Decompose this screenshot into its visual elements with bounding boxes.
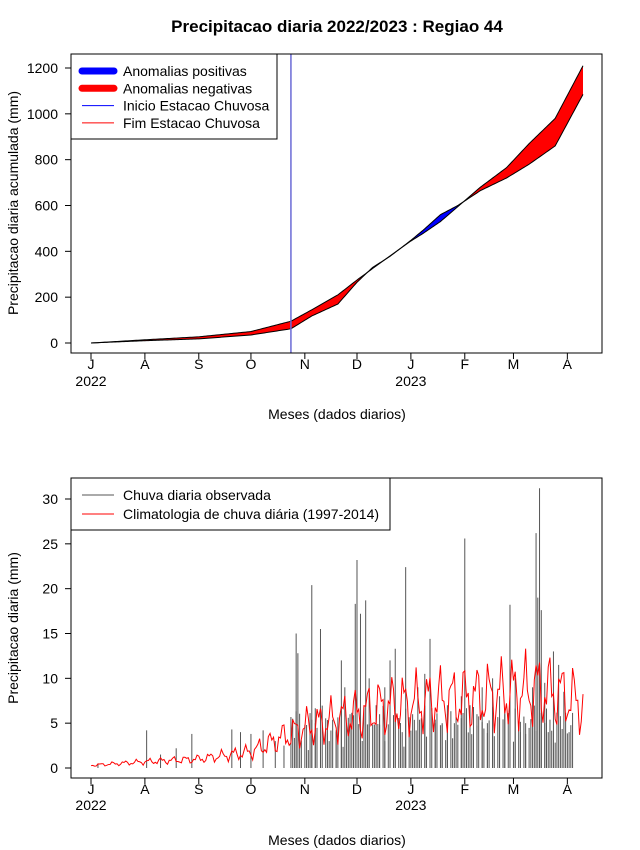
negative-anomaly-area [92, 270, 370, 343]
negative-anomaly-area [464, 65, 583, 201]
bottom-year-label: 2023 [395, 797, 426, 813]
climatology-cumulative-line [90, 65, 584, 344]
top-x-tick-label: D [352, 356, 362, 372]
top-x-tick-label: A [563, 356, 573, 372]
top-y-tick-label: 400 [35, 243, 59, 259]
top-legend-label: Inicio Estacao Chuvosa [123, 98, 270, 114]
top-year-label: 2023 [395, 373, 426, 389]
bottom-x-tick-label: J [88, 781, 95, 797]
bottom-legend-box [70, 477, 391, 531]
bottom-x-tick-label: J [407, 781, 414, 797]
chart-title: Precipitacao diaria 2022/2023 : Regiao 4… [171, 17, 503, 36]
top-x-tick-label: F [460, 356, 469, 372]
top-y-tick-label: 600 [35, 198, 59, 214]
bottom-y-tick-label: 20 [42, 581, 58, 597]
bottom-x-tick-label: M [508, 781, 520, 797]
top-y-axis-label: Precipitacao diaria acumulada (mm) [5, 91, 21, 315]
top-legend-label: Fim Estacao Chuvosa [123, 115, 260, 131]
bottom-x-tick-label: D [352, 781, 362, 797]
top-y-tick-label: 0 [50, 335, 58, 351]
top-x-tick-label: S [194, 356, 203, 372]
bottom-x-tick-label: A [140, 781, 150, 797]
bottom-legend: Chuva diaria observada Climatologia de ch… [70, 477, 391, 531]
bottom-plot: 0 5 10 15 20 25 30 J A S O N D J F M A 2022 2023 Chuva diar… [42, 477, 603, 813]
climatology-line [90, 648, 584, 767]
bottom-year-label: 2022 [75, 797, 106, 813]
bottom-y-tick-label: 25 [42, 536, 58, 552]
bottom-x-tick-label: F [460, 781, 469, 797]
bottom-x-tick-label: S [194, 781, 203, 797]
top-x-axis-label: Meses (dados diarios) [268, 406, 406, 422]
observed-cumulative-line [90, 94, 584, 344]
bottom-y-tick-label: 5 [50, 715, 58, 731]
top-x-tick-label: N [300, 356, 310, 372]
bottom-y-tick-label: 0 [50, 760, 58, 776]
top-x-tick-label: A [140, 356, 150, 372]
top-x-tick-label: J [88, 356, 95, 372]
top-y-tick-label: 800 [35, 152, 59, 168]
bottom-x-tick-label: O [245, 781, 256, 797]
top-y-tick-label: 200 [35, 289, 59, 305]
bottom-x-tick-label: N [300, 781, 310, 797]
top-x-tick-label: O [245, 356, 256, 372]
top-year-label: 2022 [75, 373, 106, 389]
bottom-x-axis-label: Meses (dados diarios) [268, 832, 406, 848]
bottom-y-tick-label: 10 [42, 670, 58, 686]
top-y-tick-label: 1000 [27, 106, 58, 122]
positive-anomaly-area [398, 200, 465, 250]
top-y-tick-label: 1200 [27, 60, 58, 76]
bottom-y-axis-label: Precipitacao diaria (mm) [5, 552, 21, 704]
bottom-x-tick-label: A [563, 781, 573, 797]
top-x-tick-label: J [407, 356, 414, 372]
top-plot-frame [70, 53, 603, 354]
bottom-legend-label: Climatologia de chuva diária (1997-2014) [123, 506, 379, 522]
top-x-tick-label: M [508, 356, 520, 372]
top-legend-label: Anomalias negativas [123, 80, 252, 96]
bottom-legend-label: Chuva diaria observada [123, 487, 271, 503]
bottom-y-tick-label: 15 [42, 626, 58, 642]
top-plot: 0 200 400 600 800 1000 1200 J A S O N D J F M A 2022 2023 A… [27, 53, 603, 389]
top-legend-label: Anomalias positivas [123, 63, 247, 79]
bottom-y-tick-label: 30 [42, 491, 58, 507]
